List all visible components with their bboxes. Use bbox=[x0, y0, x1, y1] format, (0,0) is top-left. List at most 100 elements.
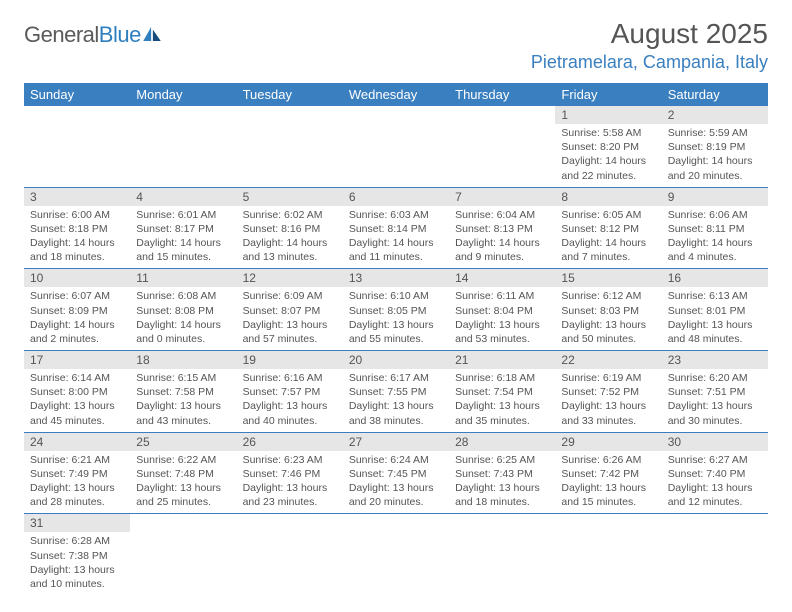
calendar-body: 1Sunrise: 5:58 AMSunset: 8:20 PMDaylight… bbox=[24, 106, 768, 595]
calendar-day-cell: 16Sunrise: 6:13 AMSunset: 8:01 PMDayligh… bbox=[662, 269, 768, 351]
calendar-day-cell: 8Sunrise: 6:05 AMSunset: 8:12 PMDaylight… bbox=[555, 187, 661, 269]
daylight-line: Daylight: 13 hours and 28 minutes. bbox=[30, 481, 124, 509]
dow-header: Sunday bbox=[24, 83, 130, 106]
day-body: Sunrise: 6:16 AMSunset: 7:57 PMDaylight:… bbox=[237, 369, 343, 432]
day-body: Sunrise: 6:23 AMSunset: 7:46 PMDaylight:… bbox=[237, 451, 343, 514]
daylight-line: Daylight: 13 hours and 55 minutes. bbox=[349, 318, 443, 346]
sunrise-line: Sunrise: 6:21 AM bbox=[30, 453, 124, 467]
sunrise-line: Sunrise: 6:15 AM bbox=[136, 371, 230, 385]
calendar-day-cell: 27Sunrise: 6:24 AMSunset: 7:45 PMDayligh… bbox=[343, 432, 449, 514]
daylight-line: Daylight: 13 hours and 23 minutes. bbox=[243, 481, 337, 509]
daylight-line: Daylight: 14 hours and 9 minutes. bbox=[455, 236, 549, 264]
day-number: 18 bbox=[130, 351, 236, 369]
calendar-day-cell: 15Sunrise: 6:12 AMSunset: 8:03 PMDayligh… bbox=[555, 269, 661, 351]
day-number: 13 bbox=[343, 269, 449, 287]
daylight-line: Daylight: 13 hours and 33 minutes. bbox=[561, 399, 655, 427]
sunset-line: Sunset: 7:42 PM bbox=[561, 467, 655, 481]
sunset-line: Sunset: 8:11 PM bbox=[668, 222, 762, 236]
day-number: 19 bbox=[237, 351, 343, 369]
day-body: Sunrise: 6:15 AMSunset: 7:58 PMDaylight:… bbox=[130, 369, 236, 432]
sunset-line: Sunset: 8:20 PM bbox=[561, 140, 655, 154]
sunrise-line: Sunrise: 6:08 AM bbox=[136, 289, 230, 303]
calendar-week-row: 17Sunrise: 6:14 AMSunset: 8:00 PMDayligh… bbox=[24, 351, 768, 433]
daylight-line: Daylight: 13 hours and 25 minutes. bbox=[136, 481, 230, 509]
day-number: 28 bbox=[449, 433, 555, 451]
day-number: 15 bbox=[555, 269, 661, 287]
day-body: Sunrise: 5:59 AMSunset: 8:19 PMDaylight:… bbox=[662, 124, 768, 187]
sunset-line: Sunset: 8:16 PM bbox=[243, 222, 337, 236]
sunset-line: Sunset: 7:57 PM bbox=[243, 385, 337, 399]
sunrise-line: Sunrise: 6:28 AM bbox=[30, 534, 124, 548]
sunrise-line: Sunrise: 6:00 AM bbox=[30, 208, 124, 222]
brand-logo: GeneralBlue bbox=[24, 22, 161, 48]
sunset-line: Sunset: 8:08 PM bbox=[136, 304, 230, 318]
dow-header: Wednesday bbox=[343, 83, 449, 106]
daylight-line: Daylight: 13 hours and 53 minutes. bbox=[455, 318, 549, 346]
day-body: Sunrise: 6:02 AMSunset: 8:16 PMDaylight:… bbox=[237, 206, 343, 269]
daylight-line: Daylight: 13 hours and 12 minutes. bbox=[668, 481, 762, 509]
day-number: 16 bbox=[662, 269, 768, 287]
day-number: 12 bbox=[237, 269, 343, 287]
sunrise-line: Sunrise: 6:14 AM bbox=[30, 371, 124, 385]
brand-name-part1: General bbox=[24, 22, 99, 47]
calendar-empty-cell bbox=[343, 514, 449, 595]
sunset-line: Sunset: 8:05 PM bbox=[349, 304, 443, 318]
day-number: 24 bbox=[24, 433, 130, 451]
sunrise-line: Sunrise: 6:19 AM bbox=[561, 371, 655, 385]
calendar-day-cell: 20Sunrise: 6:17 AMSunset: 7:55 PMDayligh… bbox=[343, 351, 449, 433]
brand-name: GeneralBlue bbox=[24, 22, 141, 48]
sunset-line: Sunset: 7:45 PM bbox=[349, 467, 443, 481]
day-number: 10 bbox=[24, 269, 130, 287]
calendar-day-cell: 5Sunrise: 6:02 AMSunset: 8:16 PMDaylight… bbox=[237, 187, 343, 269]
day-number: 5 bbox=[237, 188, 343, 206]
day-number: 14 bbox=[449, 269, 555, 287]
day-of-week-row: SundayMondayTuesdayWednesdayThursdayFrid… bbox=[24, 83, 768, 106]
sunrise-line: Sunrise: 5:59 AM bbox=[668, 126, 762, 140]
sunset-line: Sunset: 7:38 PM bbox=[30, 549, 124, 563]
sunrise-line: Sunrise: 6:04 AM bbox=[455, 208, 549, 222]
sunrise-line: Sunrise: 6:17 AM bbox=[349, 371, 443, 385]
dow-header: Monday bbox=[130, 83, 236, 106]
sunrise-line: Sunrise: 6:05 AM bbox=[561, 208, 655, 222]
day-body: Sunrise: 6:26 AMSunset: 7:42 PMDaylight:… bbox=[555, 451, 661, 514]
sunset-line: Sunset: 8:17 PM bbox=[136, 222, 230, 236]
day-body: Sunrise: 6:27 AMSunset: 7:40 PMDaylight:… bbox=[662, 451, 768, 514]
daylight-line: Daylight: 13 hours and 15 minutes. bbox=[561, 481, 655, 509]
daylight-line: Daylight: 13 hours and 43 minutes. bbox=[136, 399, 230, 427]
sunset-line: Sunset: 8:04 PM bbox=[455, 304, 549, 318]
day-number: 25 bbox=[130, 433, 236, 451]
day-number: 31 bbox=[24, 514, 130, 532]
calendar-day-cell: 19Sunrise: 6:16 AMSunset: 7:57 PMDayligh… bbox=[237, 351, 343, 433]
sunset-line: Sunset: 8:14 PM bbox=[349, 222, 443, 236]
sunset-line: Sunset: 8:01 PM bbox=[668, 304, 762, 318]
calendar-week-row: 24Sunrise: 6:21 AMSunset: 7:49 PMDayligh… bbox=[24, 432, 768, 514]
day-body: Sunrise: 6:09 AMSunset: 8:07 PMDaylight:… bbox=[237, 287, 343, 350]
day-body: Sunrise: 6:10 AMSunset: 8:05 PMDaylight:… bbox=[343, 287, 449, 350]
sunrise-line: Sunrise: 6:10 AM bbox=[349, 289, 443, 303]
calendar-week-row: 10Sunrise: 6:07 AMSunset: 8:09 PMDayligh… bbox=[24, 269, 768, 351]
page-header: GeneralBlue August 2025 Pietramelara, Ca… bbox=[24, 18, 768, 73]
sunset-line: Sunset: 8:18 PM bbox=[30, 222, 124, 236]
sunset-line: Sunset: 7:58 PM bbox=[136, 385, 230, 399]
sunrise-line: Sunrise: 6:26 AM bbox=[561, 453, 655, 467]
calendar-table: SundayMondayTuesdayWednesdayThursdayFrid… bbox=[24, 83, 768, 595]
sunset-line: Sunset: 7:40 PM bbox=[668, 467, 762, 481]
month-title: August 2025 bbox=[531, 18, 768, 50]
day-body: Sunrise: 6:04 AMSunset: 8:13 PMDaylight:… bbox=[449, 206, 555, 269]
dow-header: Tuesday bbox=[237, 83, 343, 106]
day-body: Sunrise: 6:17 AMSunset: 7:55 PMDaylight:… bbox=[343, 369, 449, 432]
sunset-line: Sunset: 8:07 PM bbox=[243, 304, 337, 318]
sunset-line: Sunset: 7:54 PM bbox=[455, 385, 549, 399]
day-number: 29 bbox=[555, 433, 661, 451]
sail-icon bbox=[143, 27, 161, 41]
daylight-line: Daylight: 13 hours and 50 minutes. bbox=[561, 318, 655, 346]
day-body: Sunrise: 6:08 AMSunset: 8:08 PMDaylight:… bbox=[130, 287, 236, 350]
day-number: 4 bbox=[130, 188, 236, 206]
day-body: Sunrise: 6:25 AMSunset: 7:43 PMDaylight:… bbox=[449, 451, 555, 514]
day-number: 2 bbox=[662, 106, 768, 124]
day-number: 30 bbox=[662, 433, 768, 451]
daylight-line: Daylight: 14 hours and 20 minutes. bbox=[668, 154, 762, 182]
daylight-line: Daylight: 14 hours and 11 minutes. bbox=[349, 236, 443, 264]
calendar-day-cell: 28Sunrise: 6:25 AMSunset: 7:43 PMDayligh… bbox=[449, 432, 555, 514]
day-number: 23 bbox=[662, 351, 768, 369]
